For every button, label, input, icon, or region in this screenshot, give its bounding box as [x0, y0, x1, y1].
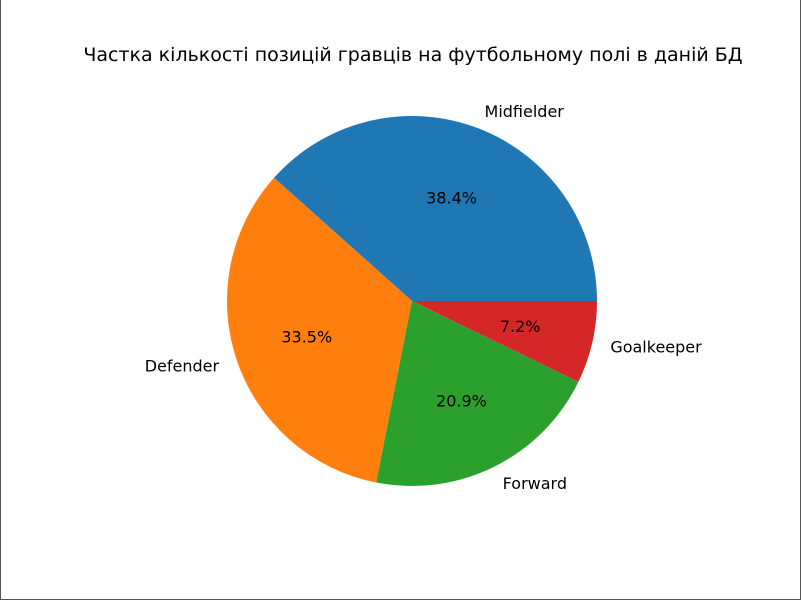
slice-label-midfielder: Midfielder	[485, 102, 565, 121]
slice-percent-forward: 20.9%	[436, 391, 487, 410]
slice-label-forward: Forward	[503, 474, 567, 493]
slice-label-goalkeeper: Goalkeeper	[610, 338, 702, 357]
pie-slices	[227, 116, 597, 486]
pie-labels: Midfielder 38.4% Defender 33.5% Forward 20.9%…	[145, 102, 702, 493]
pie-slice-goalkeeper	[412, 301, 597, 382]
slice-percent-defender: 33.5%	[281, 327, 332, 346]
slice-percent-goalkeeper: 7.2%	[500, 317, 541, 336]
slice-label-defender: Defender	[145, 357, 220, 376]
slice-percent-midfielder: 38.4%	[426, 188, 477, 207]
pie-slice-defender	[227, 177, 412, 483]
pie-slice-midfielder	[274, 116, 597, 301]
pie-slice-forward	[376, 301, 579, 486]
chart-title: Частка кількості позицій гравців на футб…	[83, 44, 742, 66]
